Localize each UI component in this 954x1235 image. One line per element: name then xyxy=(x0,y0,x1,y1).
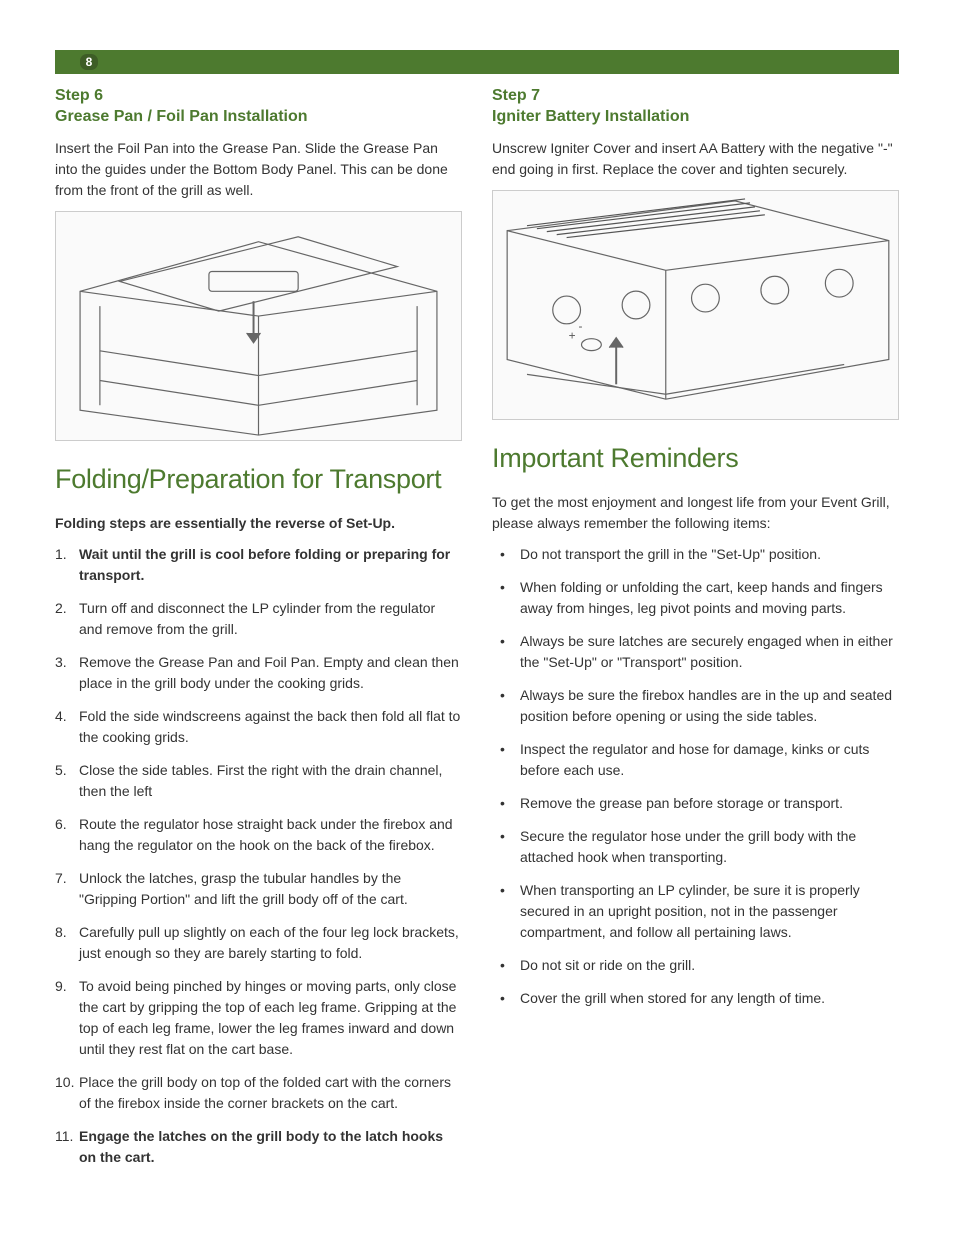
folding-intro: Folding steps are essentially the revers… xyxy=(55,513,462,534)
page-number-badge: 8 xyxy=(80,54,98,70)
folding-step: Close the side tables. First the right w… xyxy=(55,760,462,802)
reminder-item: Always be sure latches are securely enga… xyxy=(492,631,899,673)
two-column-layout: Step 6 Grease Pan / Foil Pan Installatio… xyxy=(55,86,899,1180)
left-column: Step 6 Grease Pan / Foil Pan Installatio… xyxy=(55,86,462,1180)
step6-title: Grease Pan / Foil Pan Installation xyxy=(55,108,308,125)
folding-title: Folding/Preparation for Transport xyxy=(55,459,462,500)
grease-pan-diagram-icon xyxy=(56,212,461,440)
step7-label: Step 7 xyxy=(492,86,899,107)
folding-step: Remove the Grease Pan and Foil Pan. Empt… xyxy=(55,652,462,694)
reminder-item: Always be sure the firebox handles are i… xyxy=(492,685,899,727)
reminder-item: Cover the grill when stored for any leng… xyxy=(492,988,899,1009)
document-page: 8 Step 6 Grease Pan / Foil Pan Installat… xyxy=(0,0,954,1220)
folding-step: Carefully pull up slightly on each of th… xyxy=(55,922,462,964)
step6-label: Step 6 xyxy=(55,86,462,107)
reminder-item: Secure the regulator hose under the gril… xyxy=(492,826,899,868)
folding-step: Wait until the grill is cool before fold… xyxy=(55,544,462,586)
reminder-item: Remove the grease pan before storage or … xyxy=(492,793,899,814)
folding-steps-list: Wait until the grill is cool before fold… xyxy=(55,544,462,1168)
step7-illustration: + - xyxy=(492,190,899,420)
svg-text:-: - xyxy=(579,318,583,332)
reminder-item: Inspect the regulator and hose for damag… xyxy=(492,739,899,781)
reminder-item: Do not transport the grill in the "Set-U… xyxy=(492,544,899,565)
reminders-title: Important Reminders xyxy=(492,438,899,479)
folding-step-text: Wait until the grill is cool before fold… xyxy=(79,546,450,583)
header-bar: 8 xyxy=(55,50,899,74)
folding-step: Unlock the latches, grasp the tubular ha… xyxy=(55,868,462,910)
reminders-intro: To get the most enjoyment and longest li… xyxy=(492,492,899,534)
step7-body: Unscrew Igniter Cover and insert AA Batt… xyxy=(492,138,899,180)
step6-heading: Step 6 Grease Pan / Foil Pan Installatio… xyxy=(55,86,462,128)
folding-step: To avoid being pinched by hinges or movi… xyxy=(55,976,462,1060)
step6-illustration xyxy=(55,211,462,441)
step6-body: Insert the Foil Pan into the Grease Pan.… xyxy=(55,138,462,201)
folding-step: Route the regulator hose straight back u… xyxy=(55,814,462,856)
step7-heading: Step 7 Igniter Battery Installation xyxy=(492,86,899,128)
folding-step: Fold the side windscreens against the ba… xyxy=(55,706,462,748)
right-column: Step 7 Igniter Battery Installation Unsc… xyxy=(492,86,899,1180)
reminders-list: Do not transport the grill in the "Set-U… xyxy=(492,544,899,1009)
reminder-item: Do not sit or ride on the grill. xyxy=(492,955,899,976)
step7-title: Igniter Battery Installation xyxy=(492,108,689,125)
reminder-item: When folding or unfolding the cart, keep… xyxy=(492,577,899,619)
svg-text:+: + xyxy=(569,328,576,342)
folding-step: Place the grill body on top of the folde… xyxy=(55,1072,462,1114)
reminder-item: When transporting an LP cylinder, be sur… xyxy=(492,880,899,943)
folding-step-text: Engage the latches on the grill body to … xyxy=(79,1128,443,1165)
folding-step: Engage the latches on the grill body to … xyxy=(55,1126,462,1168)
folding-step: Turn off and disconnect the LP cylinder … xyxy=(55,598,462,640)
igniter-diagram-icon: + - xyxy=(493,191,898,419)
